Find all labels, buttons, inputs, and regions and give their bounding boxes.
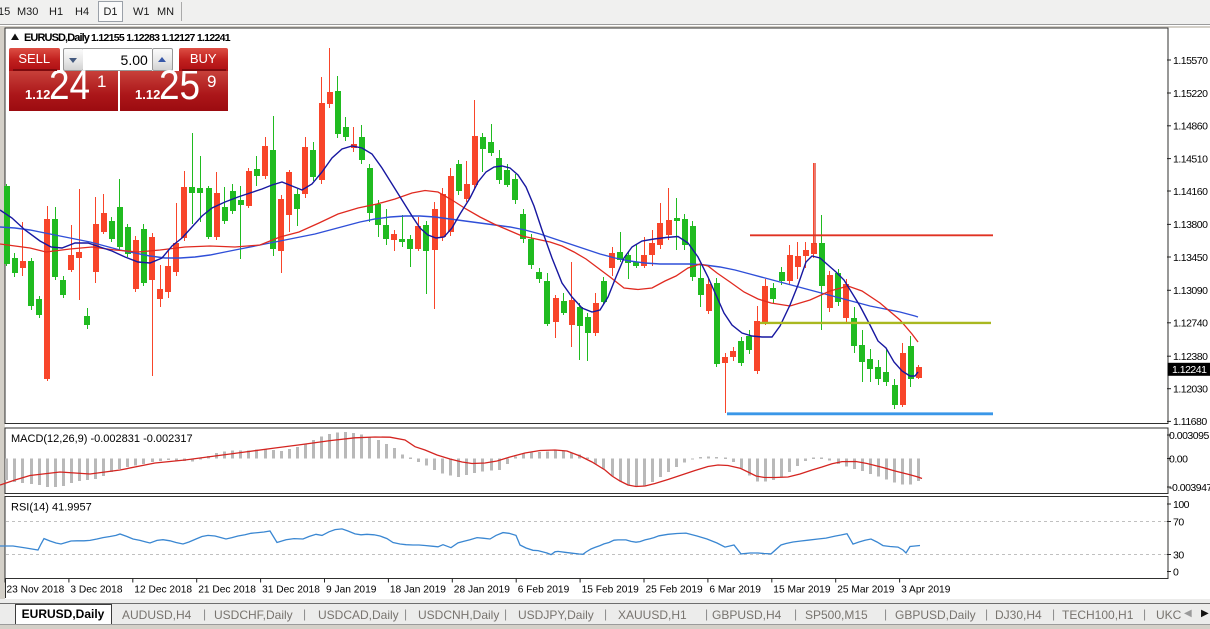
- svg-text:9 Jan 2019: 9 Jan 2019: [326, 585, 377, 596]
- svg-text:1.12740: 1.12740: [1173, 318, 1208, 330]
- svg-text:21 Dec 2018: 21 Dec 2018: [198, 585, 256, 596]
- svg-text:EURUSD,Daily: EURUSD,Daily: [24, 32, 91, 44]
- svg-text:25 Mar 2019: 25 Mar 2019: [837, 585, 895, 596]
- svg-text:15 Mar 2019: 15 Mar 2019: [773, 585, 831, 596]
- svg-text:1.13800: 1.13800: [1173, 219, 1208, 231]
- svg-text:6 Feb 2019: 6 Feb 2019: [518, 585, 570, 596]
- svg-text:100: 100: [1173, 499, 1190, 511]
- svg-text:28 Jan 2019: 28 Jan 2019: [454, 585, 510, 596]
- svg-text:1.15220: 1.15220: [1173, 88, 1208, 100]
- svg-text:3 Apr 2019: 3 Apr 2019: [901, 585, 951, 596]
- svg-text:1.12241: 1.12241: [1172, 364, 1207, 376]
- svg-text:25 Feb 2019: 25 Feb 2019: [646, 585, 704, 596]
- svg-text:3 Dec 2018: 3 Dec 2018: [70, 585, 122, 596]
- svg-text:15 Feb 2019: 15 Feb 2019: [582, 585, 640, 596]
- svg-text:1.13090: 1.13090: [1173, 285, 1208, 297]
- svg-text:1.14860: 1.14860: [1173, 121, 1208, 133]
- svg-text:0.00: 0.00: [1169, 453, 1188, 465]
- svg-text:1.15570: 1.15570: [1173, 55, 1208, 67]
- svg-text:1.12155 1.12283 1.12127 1.1224: 1.12155 1.12283 1.12127 1.12241: [91, 32, 231, 44]
- svg-text:-0.003947: -0.003947: [1169, 482, 1210, 494]
- svg-text:MACD(12,26,9) -0.002831 -0.002: MACD(12,26,9) -0.002831 -0.002317: [11, 433, 193, 445]
- svg-text:70: 70: [1173, 516, 1184, 528]
- svg-text:31 Dec 2018: 31 Dec 2018: [262, 585, 320, 596]
- svg-text:RSI(14) 41.9957: RSI(14) 41.9957: [11, 502, 92, 514]
- svg-text:18 Jan 2019: 18 Jan 2019: [390, 585, 446, 596]
- svg-text:30: 30: [1173, 549, 1184, 561]
- svg-text:1.14160: 1.14160: [1173, 186, 1208, 198]
- svg-text:1.11680: 1.11680: [1173, 416, 1207, 428]
- svg-text:1.13450: 1.13450: [1173, 252, 1208, 264]
- svg-text:0: 0: [1173, 566, 1179, 578]
- svg-text:0.003095: 0.003095: [1169, 430, 1209, 442]
- svg-text:1.12380: 1.12380: [1173, 351, 1208, 363]
- svg-text:6 Mar 2019: 6 Mar 2019: [709, 585, 761, 596]
- svg-text:23 Nov 2018: 23 Nov 2018: [7, 585, 65, 596]
- svg-text:12 Dec 2018: 12 Dec 2018: [134, 585, 192, 596]
- svg-text:1.12030: 1.12030: [1173, 384, 1208, 396]
- svg-text:1.14510: 1.14510: [1173, 153, 1208, 165]
